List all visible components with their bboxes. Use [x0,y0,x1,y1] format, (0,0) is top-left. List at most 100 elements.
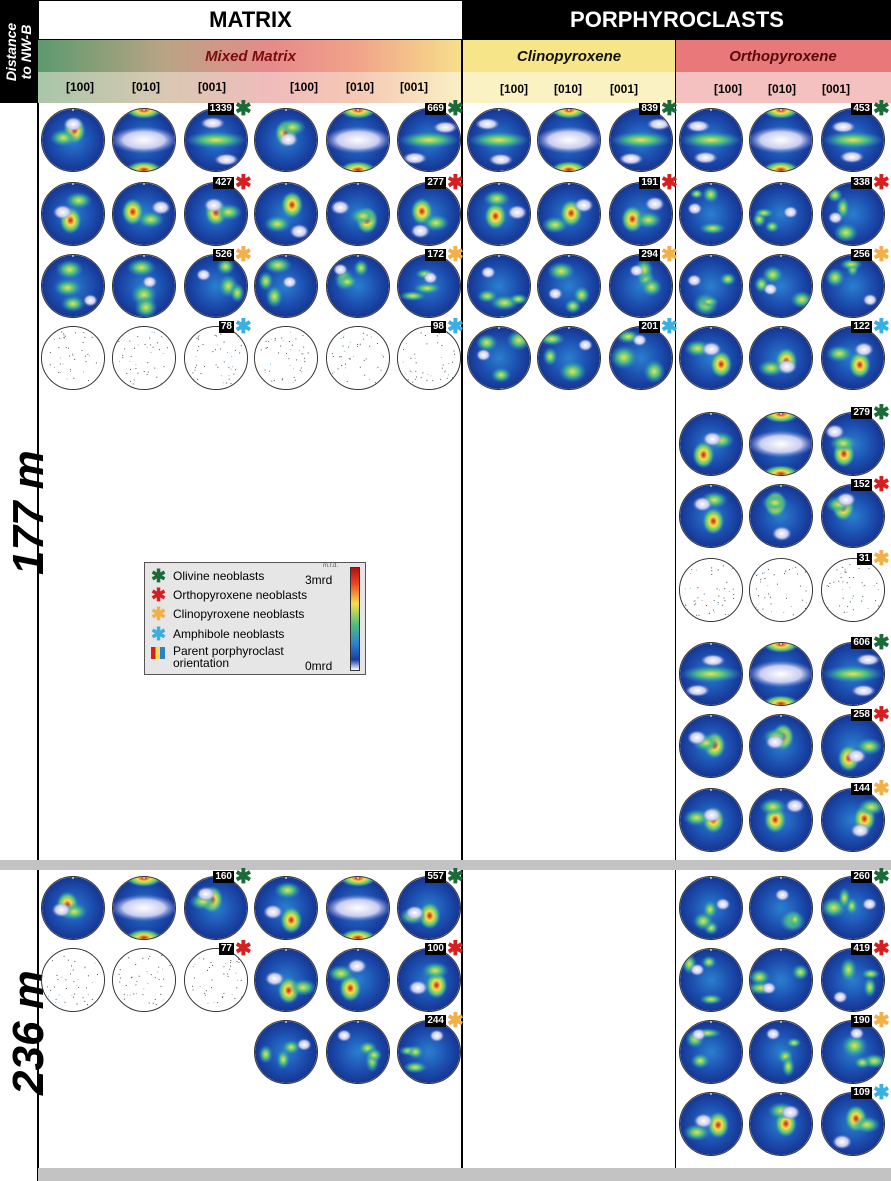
stereonet [679,558,743,622]
stereonet [749,412,813,476]
stereonet-plot [750,255,812,317]
stereonet [41,948,105,1012]
stereonet-plot [610,183,672,245]
stereonet [397,254,461,318]
stereonet-plot [327,109,389,171]
ol-neoblast-star-icon: ✱ [873,98,890,120]
grain-count-label: 122 [851,321,872,333]
stereonet-plot [680,643,742,705]
stereonet-plot [398,183,460,245]
stereonet-plot [468,255,530,317]
stereonet-plot [680,715,742,777]
grain-count-label: 419 [851,943,872,955]
cpx-neoblast-star-icon: ✱ [235,244,252,266]
stereonet [749,788,813,852]
stereonet-plot [327,255,389,317]
distance-header: Distance to NW-B [0,0,38,103]
stereonet [397,326,461,390]
legend-item-clinopyroxene: ✱ Clinopyroxene neoblasts [151,605,304,623]
section-separator-2 [38,1168,891,1181]
stereonet [41,326,105,390]
stereonet-plot [327,949,389,1011]
stereonet [821,642,885,706]
stereonet [397,876,461,940]
axis-label-opx-100: [100] [713,82,742,96]
legend-label-amphibole: Amphibole neoblasts [173,627,285,641]
grain-count-label: 557 [425,871,446,883]
stereonet [397,1020,461,1084]
cpx-neoblast-star-icon: ✱ [447,244,464,266]
stereonet [326,254,390,318]
grain-count-label: 338 [851,177,872,189]
stereonet [821,108,885,172]
cpx-neoblast-star-icon: ✱ [447,1010,464,1032]
stereonet [679,714,743,778]
stereonet-plot [255,1021,317,1083]
stereonet [679,876,743,940]
stereonet-plot [468,327,530,389]
axis-label-cpx-010: [010] [553,82,582,96]
axis-label-cpx-100: [100] [499,82,528,96]
stereonet-plot [610,327,672,389]
divider-matrix-porph [461,40,463,1181]
cpx-neoblast-star-icon: ✱ [661,244,678,266]
distance-label-177: 177 m [4,450,53,575]
stereonet [749,876,813,940]
stereonet-plot [42,183,104,245]
ol-neoblast-star-icon: ✱ [873,632,890,654]
stereonet-plot [113,949,175,1011]
stereonet-plot [750,109,812,171]
stereonet [821,876,885,940]
legend-scale-unit: m.r.d. [323,563,339,569]
grain-count-label: 453 [851,103,872,115]
stereonet-plot [610,109,672,171]
stereonet-plot [327,183,389,245]
stereonet-plot [538,109,600,171]
stereonet-plot [42,949,104,1011]
stereonet [821,948,885,1012]
stereonet [749,948,813,1012]
legend-scale-max: 3mrd [305,573,333,587]
stereonet [41,182,105,246]
axis-row-opx-bg [675,72,891,103]
grain-count-label: 839 [639,103,660,115]
grain-count-label: 1339 [207,103,234,115]
grain-count-label: 260 [851,871,872,883]
stereonet [112,326,176,390]
divider-cpx-opx [675,40,676,1181]
stereonet-plot [680,255,742,317]
legend-label-parent-2: orientation [173,656,230,670]
grain-count-label: 78 [218,321,234,333]
clinopyroxene-star-icon: ✱ [151,604,167,624]
stereonet [184,182,248,246]
stereonet [254,948,318,1012]
stereonet-plot [468,183,530,245]
stereonet-plot [255,327,317,389]
stereonet [41,254,105,318]
grain-count-label: 279 [851,407,872,419]
stereonet [821,254,885,318]
stereonet-plot [185,327,247,389]
stereonet-plot [680,485,742,547]
stereonet-plot [42,109,104,171]
stereonet [609,254,673,318]
stereonet-plot [610,255,672,317]
grain-count-label: 77 [218,943,234,955]
stereonet [679,412,743,476]
stereonet [679,108,743,172]
stereonet-plot [822,255,884,317]
stereonet [326,326,390,390]
stereonet-plot [680,559,742,621]
cpx-neoblast-star-icon: ✱ [873,548,890,570]
stereonet [184,948,248,1012]
grain-count-label: 100 [425,943,446,955]
stereonet-plot [42,327,104,389]
stereonet [679,182,743,246]
opx-neoblast-star-icon: ✱ [873,474,890,496]
opx-neoblast-star-icon: ✱ [873,172,890,194]
stereonet [184,108,248,172]
stereonet [609,326,673,390]
stereonet-plot [398,109,460,171]
axis-row-matrix-bg [38,72,463,103]
stereonet [397,182,461,246]
